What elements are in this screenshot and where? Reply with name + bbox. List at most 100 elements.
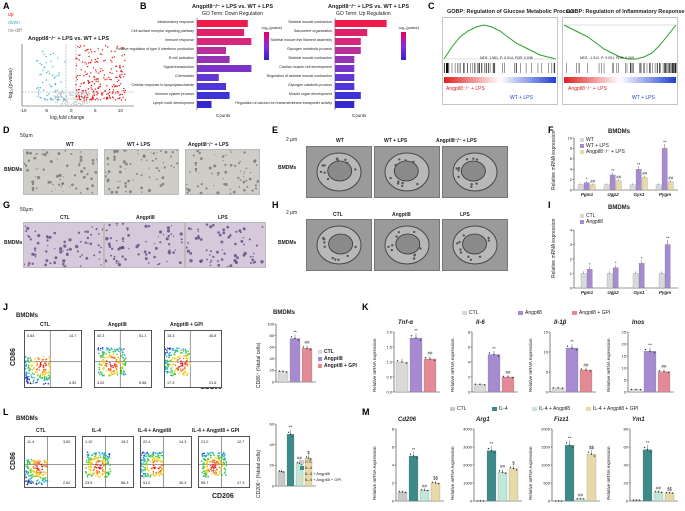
flow-event xyxy=(33,373,35,375)
data-point xyxy=(404,491,407,494)
cell-dot xyxy=(205,187,208,190)
flow-event xyxy=(153,460,155,463)
volcano-point xyxy=(100,92,103,95)
flow-event xyxy=(98,360,100,363)
go-term-label: Lymph node development xyxy=(152,101,194,105)
cell-organelle xyxy=(346,254,349,258)
flow-event xyxy=(156,457,158,460)
data-point xyxy=(658,370,661,372)
cell-dot xyxy=(105,171,107,173)
go-bar xyxy=(335,20,387,27)
flow-event xyxy=(26,371,28,374)
flow-event xyxy=(99,355,102,357)
cell-dot xyxy=(73,174,77,177)
data-point xyxy=(487,447,490,450)
flow-event xyxy=(49,364,51,366)
cell-dot xyxy=(187,227,191,230)
flow-event xyxy=(172,357,174,359)
l-legend-label: IL-4 + Angptl8 + GPI xyxy=(305,477,342,482)
go-bar xyxy=(197,38,252,45)
cell-dot xyxy=(125,150,127,152)
y-tick-label: 1500 xyxy=(541,444,551,449)
bar xyxy=(606,273,613,289)
volcano-point xyxy=(86,49,89,51)
flow-event xyxy=(168,348,171,351)
volcano-point xyxy=(61,90,63,92)
flow-event xyxy=(207,453,210,456)
flow-event xyxy=(33,366,35,368)
y-tick-label: 0 xyxy=(392,498,395,503)
cell-dot xyxy=(224,163,227,166)
cell-dot xyxy=(224,170,228,174)
flow-event xyxy=(85,472,87,474)
flow-event xyxy=(159,470,162,473)
cell-dot xyxy=(222,228,226,232)
cell-dot xyxy=(91,226,93,228)
cell-dot xyxy=(35,168,37,170)
volcano-point xyxy=(106,98,108,100)
flow-event xyxy=(160,468,163,470)
bar xyxy=(565,347,579,393)
flow-event xyxy=(178,347,180,350)
flow-event xyxy=(180,349,182,351)
flow-event xyxy=(107,356,109,358)
cell-dot xyxy=(46,235,48,238)
quadrant-value: 5.58 xyxy=(139,381,146,385)
volcano-point xyxy=(97,48,99,50)
cell-dot xyxy=(123,150,126,152)
flow-event xyxy=(108,374,110,377)
cell-dot xyxy=(117,186,120,189)
flow-event xyxy=(30,365,33,368)
flow-event xyxy=(36,379,39,381)
data-point xyxy=(437,483,440,485)
flow-event xyxy=(169,363,171,366)
flow-event xyxy=(145,475,147,478)
significance-mark: ** xyxy=(490,441,494,446)
flow-event xyxy=(47,356,50,358)
flow-event xyxy=(93,452,95,455)
flow-event xyxy=(214,457,216,459)
cell-dot xyxy=(189,171,191,173)
cell-dot xyxy=(249,262,252,264)
volcano-point xyxy=(120,47,122,49)
data-point xyxy=(289,433,292,435)
flow-event xyxy=(211,452,214,454)
flow-event xyxy=(28,361,30,363)
cell-dot xyxy=(79,240,82,243)
flow-event xyxy=(185,360,187,362)
data-point xyxy=(635,388,637,391)
y-tick-label: 6 xyxy=(392,444,395,449)
flow-event xyxy=(202,454,204,456)
flow-event xyxy=(27,367,29,369)
flow-event xyxy=(34,358,36,360)
cell-dot xyxy=(69,186,71,188)
flow-event xyxy=(92,473,94,475)
bar xyxy=(508,468,519,502)
e-row: BMDMs xyxy=(278,165,297,171)
panel-label-b: B xyxy=(140,1,147,11)
cell-dot xyxy=(45,151,49,154)
y-tick-label: 25 xyxy=(622,329,627,334)
cell-dot xyxy=(82,175,86,179)
cell-organelle xyxy=(487,239,490,242)
significance-mark: ## xyxy=(500,464,506,469)
flow-event xyxy=(105,356,107,359)
flow-event xyxy=(110,366,112,368)
i-ylabel: Relative mRNA expression xyxy=(551,218,557,278)
flow-event xyxy=(29,357,32,359)
cell-dot xyxy=(243,243,245,246)
cell-dot xyxy=(117,181,119,183)
cell-organelle xyxy=(389,176,392,180)
flow-event xyxy=(45,363,47,366)
volcano-point xyxy=(84,95,86,97)
bar xyxy=(580,273,587,289)
cell-dot xyxy=(229,192,232,194)
cell-dot xyxy=(118,246,122,250)
cell-dot xyxy=(106,180,109,183)
volcano-point xyxy=(64,61,66,63)
flow-event xyxy=(107,461,109,463)
data-point xyxy=(278,370,281,372)
cell-dot xyxy=(79,255,82,258)
gsea-right-stats: NES: -1.512, P: 0.001, FDR: 0.005 xyxy=(580,56,634,60)
flow-event xyxy=(116,353,118,356)
